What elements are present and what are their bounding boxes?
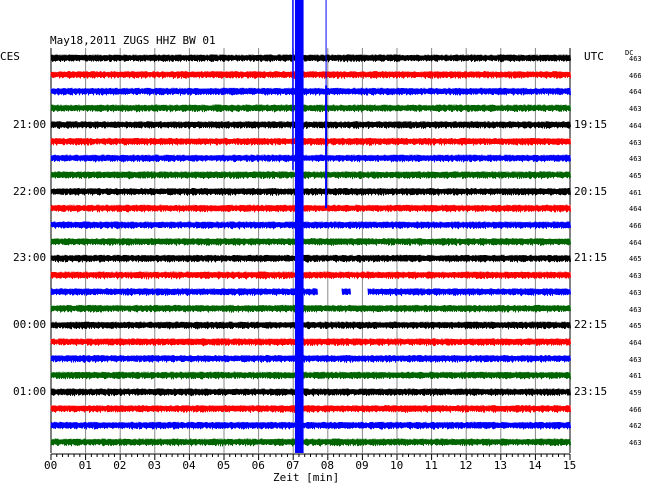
dc-value-20: 459: [629, 389, 642, 397]
trace-row-14-seg-2: [367, 288, 571, 297]
dc-value-23: 463: [629, 439, 642, 448]
trace-row-3: [50, 104, 571, 113]
local-time-label-8: 22:00: [13, 184, 47, 198]
dc-value-14: 463: [629, 288, 642, 297]
utc-time-label-4: 19:15: [574, 117, 608, 131]
dc-value-11: 464: [629, 238, 642, 247]
x-tick-label-08: 08: [320, 459, 335, 472]
x-tick-label-01: 01: [78, 459, 92, 472]
trace-row-21: [50, 405, 571, 413]
x-tick-label-02: 02: [113, 459, 127, 472]
x-tick-label-10: 10: [390, 459, 404, 472]
trace-row-13: [50, 271, 571, 280]
x-tick-label-11: 11: [424, 459, 438, 472]
local-time-label-16: 00:00: [13, 318, 47, 332]
trace-row-0: [50, 54, 571, 63]
trace-row-23: [50, 438, 571, 447]
trace-row-6: [50, 154, 571, 163]
x-tick-label-14: 14: [528, 459, 542, 472]
trace-row-11: [50, 238, 571, 246]
dc-value-13: 463: [629, 272, 642, 281]
dc-value-0: 463: [629, 55, 642, 63]
trace-row-8: [50, 187, 571, 196]
local-time-label-12: 23:00: [13, 251, 47, 265]
trace-row-1: [50, 71, 571, 79]
x-axis-label: Zeit [min]: [273, 471, 340, 484]
earthquake-event: [292, 0, 328, 453]
utc-time-label-16: 22:15: [574, 318, 608, 332]
dc-value-10: 466: [629, 222, 642, 230]
trace-row-4: [50, 121, 571, 130]
dc-value-3: 463: [629, 105, 642, 114]
dc-value-9: 464: [629, 205, 642, 214]
dc-value-16: 465: [629, 322, 642, 331]
x-tick-label-06: 06: [251, 459, 265, 472]
x-tick-label-05: 05: [217, 459, 231, 472]
dc-value-17: 464: [629, 338, 642, 347]
x-tick-label-04: 04: [182, 459, 196, 472]
local-time-label-4: 21:00: [13, 117, 47, 131]
utc-time-label-12: 21:15: [574, 251, 608, 265]
dc-label: DC: [625, 49, 634, 57]
trace-row-17: [50, 338, 571, 347]
trace-row-19: [50, 371, 571, 380]
dc-value-4: 464: [629, 121, 642, 130]
x-tick-label-12: 12: [459, 459, 473, 472]
dc-value-19: 461: [629, 372, 642, 381]
utc-time-label-8: 20:15: [574, 184, 608, 198]
trace-row-5: [50, 137, 571, 146]
dc-value-5: 463: [629, 138, 642, 147]
seismic-traces: [50, 54, 571, 447]
x-tick-label-13: 13: [493, 459, 508, 472]
x-tick-label-00: 00: [44, 459, 58, 472]
trace-row-10: [50, 221, 571, 230]
trace-row-18: [50, 354, 571, 363]
x-tick-label-03: 03: [147, 459, 162, 472]
dc-value-1: 466: [629, 71, 642, 80]
chart-title: May18,2011 ZUGS HHZ BW 01: [50, 34, 216, 47]
dc-value-22: 462: [629, 422, 642, 431]
minute-grid: [50, 48, 571, 453]
trace-row-16: [50, 321, 571, 330]
left-timezone-label: CES: [0, 50, 20, 63]
right-timezone-label: UTC: [584, 50, 604, 63]
trace-row-7: [50, 171, 571, 180]
x-tick-label-07: 07: [286, 459, 300, 472]
x-tick-label-15: 15: [563, 459, 577, 472]
trace-row-22: [50, 421, 571, 430]
trace-row-2: [50, 87, 571, 96]
x-tick-label-09: 09: [355, 459, 369, 472]
dc-value-12: 465: [629, 255, 642, 264]
trace-row-12: [50, 254, 571, 263]
dc-value-15: 463: [629, 305, 642, 314]
dc-value-6: 463: [629, 155, 642, 164]
dc-value-2: 464: [629, 88, 642, 97]
trace-row-20: [50, 388, 571, 397]
time-axis: [50, 453, 571, 460]
dc-value-8: 461: [629, 188, 642, 197]
dc-value-21: 466: [629, 405, 642, 414]
trace-row-14-seg-0: [50, 288, 318, 297]
utc-time-label-20: 23:15: [574, 385, 608, 398]
trace-row-14-seg-1: [341, 288, 351, 296]
dc-value-18: 463: [629, 355, 642, 364]
trace-row-9: [50, 204, 571, 213]
local-time-label-20: 01:00: [13, 385, 47, 398]
dc-value-7: 465: [629, 171, 642, 180]
earthquake-band: [294, 0, 304, 453]
trace-row-15: [50, 304, 571, 313]
